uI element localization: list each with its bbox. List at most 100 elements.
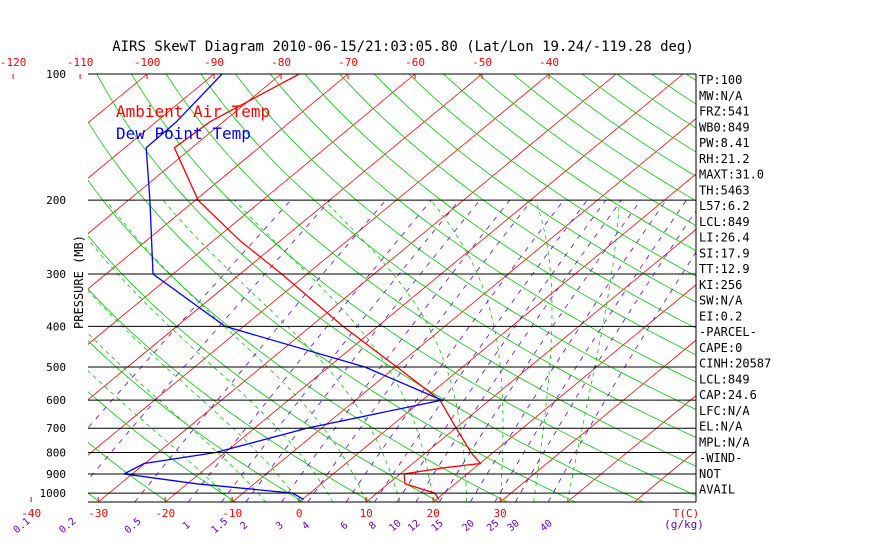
dry-adiabat-line [235, 74, 696, 410]
index-entry: LFC:N/A [699, 404, 750, 418]
dry-adiabat-line [756, 74, 870, 502]
index-entry: LCL:849 [699, 372, 750, 386]
index-entry: NOT [699, 467, 721, 481]
chart-title: AIRS SkewT Diagram 2010-06-15/21:03:05.8… [112, 39, 694, 55]
mixing-ratio-tick-label: 6 [339, 520, 351, 532]
dry-adiabat-line [88, 235, 440, 502]
bottom-temp-tick-label: -20 [155, 507, 175, 520]
isotherm-line [499, 339, 696, 502]
pressure-tick-label: 600 [46, 394, 66, 407]
index-entry: KI:256 [699, 278, 742, 292]
moist-adiabat-line [88, 370, 233, 502]
mixing-ratio-line [469, 199, 667, 502]
dry-adiabat-line [88, 340, 304, 502]
moist-adiabat-line [566, 200, 620, 502]
top-temp-tick-label: -50 [472, 56, 492, 69]
moist-adiabat-line [162, 199, 401, 502]
isotherm-line [88, 74, 483, 401]
dry-adiabat-line [790, 74, 870, 502]
pressure-tick-label: 100 [46, 68, 66, 81]
isotherm-line [0, 74, 80, 502]
top-temp-tick-label: -70 [338, 56, 358, 69]
mixing-ratio-tick-label: 10 [387, 518, 403, 534]
y-axis-label: PRESSURE (MB) [72, 235, 86, 329]
isotherm-line [88, 74, 550, 456]
mixing-ratio-tick-label: 40 [538, 518, 554, 534]
pressure-tick-label: 200 [46, 194, 66, 207]
index-entry: SI:17.9 [699, 246, 750, 260]
top-temp-tick-label: -100 [134, 56, 161, 69]
dew-point-temp-line [121, 74, 445, 500]
index-entry: RH:21.2 [699, 152, 750, 166]
isotherm-line [231, 118, 696, 502]
dry-adiabat-line [269, 74, 696, 383]
dry-adiabat-line [512, 74, 696, 202]
isotherm-line [566, 395, 696, 502]
pressure-tick-label: 700 [46, 422, 66, 435]
top-temp-tick-label: -80 [271, 56, 291, 69]
index-entry: SW:N/A [699, 294, 743, 308]
bottom-temp-tick-label: 20 [427, 507, 440, 520]
isotherm-line [0, 74, 13, 502]
dry-adiabat-line [88, 179, 508, 502]
mixing-ratio-line [88, 199, 331, 481]
index-entry: MAXT:31.0 [699, 168, 764, 182]
background-lines [0, 74, 870, 502]
index-entry: -WIND- [699, 451, 742, 465]
index-entry: TP:100 [699, 73, 742, 87]
index-entry: MPL:N/A [699, 435, 750, 449]
index-entry: MW:N/A [699, 89, 743, 103]
mixing-ratio-tick-label: 0.2 [57, 516, 78, 536]
bottom-temp-tick-label: -40 [21, 507, 41, 520]
moist-adiabat-line [105, 199, 367, 502]
mixing-ratio-tick-label: 3 [274, 520, 286, 532]
mixing-ratio-line [415, 199, 622, 502]
mixing-ratio-line [134, 199, 387, 502]
mixing-ratio-tick-label: 0.5 [123, 516, 144, 536]
moist-adiabat-line [88, 238, 334, 502]
dry-adiabat-line [408, 74, 696, 277]
index-entry: PW:8.41 [699, 136, 750, 150]
isotherm-line [432, 284, 696, 502]
index-entry: EL:N/A [699, 420, 743, 434]
isotherm-line [365, 228, 696, 502]
mixing-ratio-unit-label: (g/kg) [664, 518, 704, 531]
mixing-ratio-line [245, 199, 481, 502]
mixing-ratio-tick-label: 1 [181, 520, 193, 532]
moist-adiabat-line [323, 199, 468, 502]
mixing-ratio-line [88, 199, 292, 429]
index-entry: CAPE:0 [699, 341, 742, 355]
isotherm-line [88, 74, 416, 345]
dry-adiabat-line [0, 74, 32, 502]
index-entry: TH:5463 [699, 183, 750, 197]
mixing-ratio-tick-label: 25 [485, 518, 501, 534]
bottom-temp-tick-label: 0 [296, 507, 303, 520]
dry-adiabat-line [88, 121, 576, 502]
isotherm-line [88, 74, 282, 235]
pressure-tick-label: 900 [46, 468, 66, 481]
bottom-temp-tick-label: 30 [494, 507, 507, 520]
mixing-ratio-tick-label: 12 [406, 518, 422, 534]
dry-adiabat-line [96, 74, 644, 502]
mixing-ratio-line [438, 199, 642, 502]
mixing-ratio-tick-label: 4 [300, 520, 312, 532]
index-entry: LCL:849 [699, 215, 750, 229]
index-entry: CAP:24.6 [699, 388, 757, 402]
temperature-unit-label: T(C) [673, 507, 700, 520]
mixing-ratio-line [187, 199, 432, 502]
isotherm-line [88, 74, 349, 290]
plot-frame [12, 73, 697, 503]
dry-adiabat-line [373, 74, 696, 303]
pressure-tick-label: 800 [46, 447, 66, 460]
moist-adiabat-line [234, 199, 434, 502]
moist-adiabat-line [430, 199, 504, 502]
mixing-ratio-line [494, 199, 687, 502]
top-temp-tick-label: -40 [539, 56, 559, 69]
dry-adiabat-line [88, 391, 236, 502]
mixing-ratio-line [396, 199, 607, 502]
moist-adiabat-line [88, 332, 266, 502]
isotherm-line [88, 74, 215, 179]
dry-adiabat-line [88, 288, 372, 502]
legend-ambient-air-temp: Ambient Air Temp [116, 102, 270, 121]
